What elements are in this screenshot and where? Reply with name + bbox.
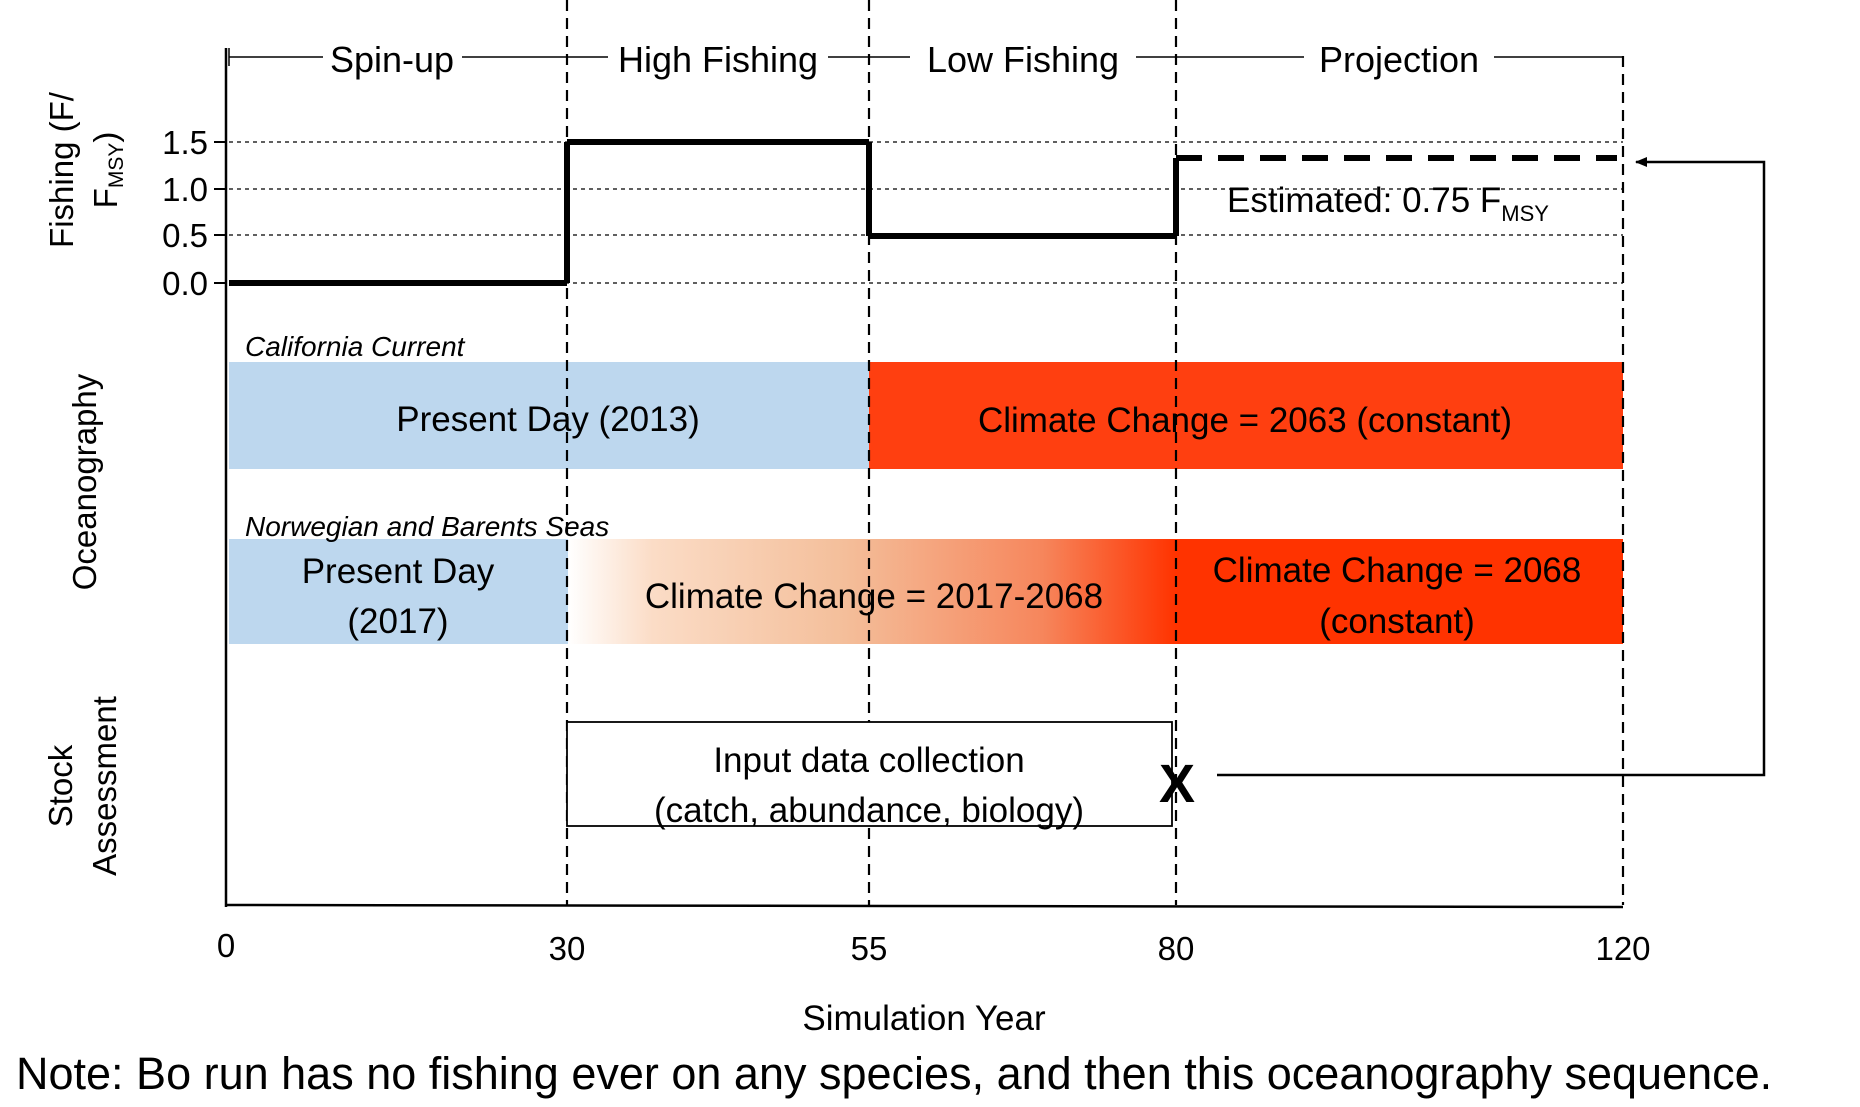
nb-transition-text: Climate Change = 2017-2068: [645, 577, 1103, 616]
phase-label-projection: Projection: [1319, 39, 1479, 80]
cc-climate-text: Climate Change = 2063 (constant): [978, 401, 1512, 440]
x-tick-label: 120: [1595, 930, 1650, 967]
nb-present-text-line1: Present Day: [302, 552, 495, 591]
phase-label-high-fishing: High Fishing: [618, 39, 818, 80]
nb-climate-text-line1: Climate Change = 2068: [1213, 551, 1582, 590]
x-axis-line: [225, 903, 1624, 909]
fishing-row-label: Fishing (F/ FMSY): [43, 91, 128, 248]
input-data-text-line2: (catch, abundance, biology): [654, 791, 1084, 830]
svg-text:FMSY): FMSY): [87, 132, 128, 209]
fishing-tick-labels: 1.5 1.0 0.5 0.0: [162, 124, 208, 302]
phase-label-low-fishing: Low Fishing: [927, 39, 1119, 80]
nb-climate-band: [1176, 539, 1623, 644]
cc-present-text: Present Day (2013): [396, 400, 699, 439]
fishing-level-series: [229, 139, 1617, 286]
x-tick-label: 0: [217, 927, 235, 964]
svg-text:Fishing (F/: Fishing (F/: [43, 91, 80, 248]
feedback-arrow: [1217, 157, 1766, 777]
estimated-label: Estimated: 0.75 FMSY: [1227, 181, 1549, 226]
fishing-tick-label: 1.0: [162, 171, 208, 208]
nb-present-band: [229, 539, 568, 644]
oceanography-row-label: Oceanography: [66, 373, 103, 590]
region-label-norwegian: Norwegian and Barents Seas: [245, 511, 609, 542]
x-tick-label: 55: [851, 930, 888, 967]
svg-text:Assessment: Assessment: [86, 696, 123, 876]
assessment-x-marker: X: [1159, 754, 1195, 814]
input-data-box: [566, 721, 1173, 827]
x-axis-label: Simulation Year: [802, 999, 1046, 1038]
svg-text:Stock: Stock: [42, 744, 79, 827]
fishing-tick-label: 0.0: [162, 265, 208, 302]
region-label-california: California Current: [245, 331, 466, 362]
cc-present-band: [229, 362, 869, 469]
phase-header-lines: [228, 48, 1623, 66]
fishing-tick-label: 1.5: [162, 124, 208, 161]
nb-present-text-line2: (2017): [347, 602, 448, 641]
x-tick-label: 80: [1158, 930, 1195, 967]
fishing-axis-ticks: [214, 141, 226, 284]
input-data-text-line1: Input data collection: [713, 741, 1024, 780]
note-text: Note: Bo run has no fishing ever on any …: [16, 1048, 1773, 1099]
fishing-tick-label: 0.5: [162, 217, 208, 254]
stock-assessment-row-label: Stock Assessment: [42, 696, 123, 876]
phase-label-spinup: Spin-up: [330, 39, 454, 80]
cc-climate-band: [869, 362, 1623, 469]
nb-climate-text-line2: (constant): [1319, 602, 1475, 641]
x-tick-label: 30: [549, 930, 586, 967]
nb-transition-band: [568, 539, 1176, 644]
